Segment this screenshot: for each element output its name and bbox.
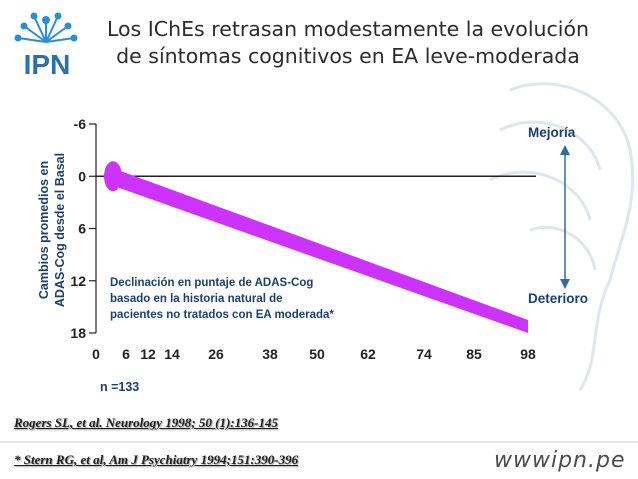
x-tick-label: 85 [466,346,482,362]
annotation-line-2: basado en la historia natural de [110,293,283,305]
reference-rogers: Rogers SL, et al. Neurology 1998; 50 (1)… [14,415,278,430]
x-tick-label: 38 [262,346,278,362]
y-tick-label: 18 [70,325,86,341]
n-label: n =133 [100,380,139,394]
decline-band-area [111,167,528,333]
annotation-line-3: pacientes no tratados con EA moderada* [110,309,334,321]
direction-arrow [560,145,570,289]
decline-band [104,161,528,333]
x-axis: 0 6 12 14 26 38 50 62 74 85 98 [92,346,536,362]
x-tick-label: 26 [208,346,224,362]
y-tick-label: -6 [74,116,87,132]
improvement-label: Mejoría [528,125,576,140]
slide-title: Los IChEs retrasan modestamente la evolu… [96,16,600,70]
x-tick-label: 14 [164,346,180,362]
x-tick-label: 98 [520,346,536,362]
title-line-2: de síntomas cognitivos en EA leve-modera… [116,44,580,68]
y-axis-label-line2: ADAS-Cog desde el Basal [53,153,67,307]
svg-text:IPN: IPN [24,49,71,80]
y-tick-label: 6 [78,221,86,237]
band-start-marker [104,161,122,192]
x-tick-label: 74 [416,346,432,362]
x-tick-label: 0 [92,346,100,362]
annotation-line-1: Declinación en puntaje de ADAS-Cog [110,277,313,289]
x-tick-label: 50 [309,346,325,362]
footer-bar [0,441,638,479]
y-tick-label: 0 [78,168,86,184]
x-tick-label: 6 [122,346,130,362]
annotation: Declinación en puntaje de ADAS-Cog basad… [110,277,334,321]
y-tick-label: 12 [70,273,86,289]
y-axis: -6 0 6 12 18 [70,116,536,341]
title-line-1: Los IChEs retrasan modestamente la evolu… [106,17,590,41]
x-tick-label: 62 [360,346,376,362]
ipn-logo: IPN [14,12,78,80]
deterioration-label: Deterioro [528,291,588,306]
y-axis-label-line1: Cambios promedios en [37,161,51,299]
brain-watermark [489,82,635,391]
reference-stern: * Stern RG, et al, Am J Psychiatry 1994;… [14,452,299,467]
website-label: wwwipn.pe [494,448,626,473]
x-tick-label: 12 [140,346,156,362]
